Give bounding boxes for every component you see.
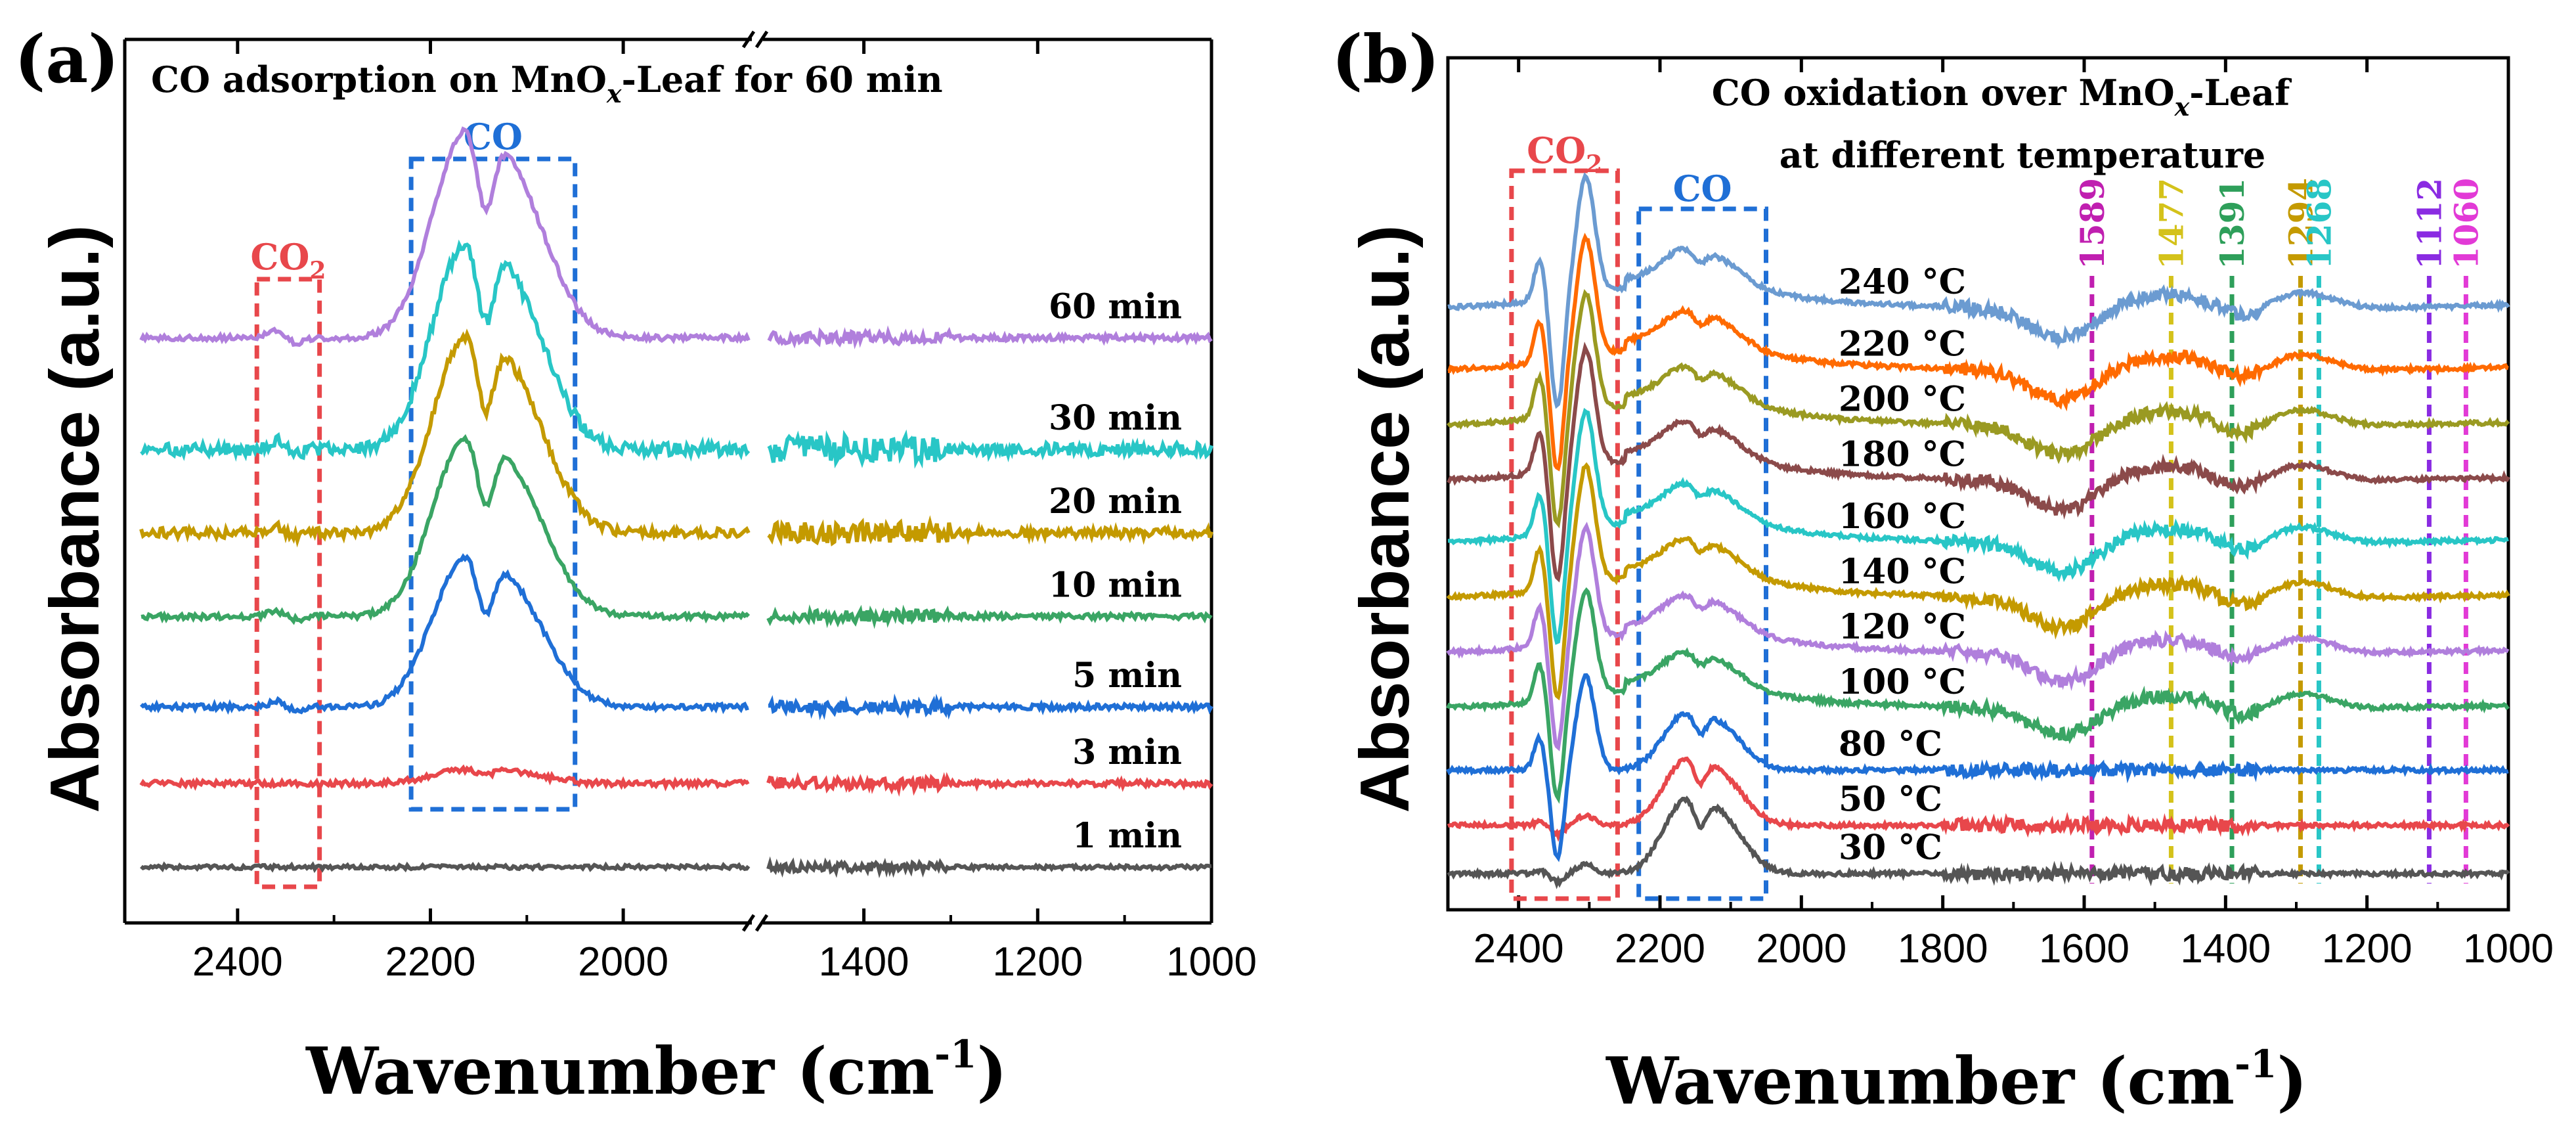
panel-b-series-160-c [1447,407,2509,645]
panel-a-series-3-min [139,764,1213,797]
panel-a-label-60-min: 60 min [1049,286,1182,326]
panel-b-tag: (b) [1332,20,1440,98]
panel-b-title-line1: CO oxidation over MnOx-Leaf [1712,72,2292,122]
panel-a-box-label: CO2 [250,236,326,284]
panel-b-label-140-c: 140 °C [1839,552,1966,592]
panel-a-series-5-min [139,553,1213,721]
panel-b-label-30-c: 30 °C [1839,828,1942,868]
panel-a-label-5-min: 5 min [1072,656,1182,696]
panel-b-marker-label-1589: 1589 [2073,178,2112,269]
panel-b-xtick-label: 2400 [1474,926,1564,972]
panel-a-frame [123,30,1213,932]
panel-b-box-co [1636,206,1768,901]
panel-b: (b) Absorbance (a.u.) CO oxidation over … [1332,20,2554,1119]
panel-a-label-1-min: 1 min [1072,816,1182,856]
panel-b-marker-label-1060: 1060 [2447,178,2485,269]
panel-b-label-180-c: 180 °C [1839,435,1966,475]
panel-b-label-220-c: 220 °C [1839,324,1966,365]
panel-a-xtick-label: 2200 [385,939,476,985]
panel-b-xtick-label: 2000 [1756,926,1846,972]
panel-b-box-label: CO [1673,168,1732,210]
panel-a-series-30-min [140,239,1213,469]
panel-a-series-labels: 1 min 3 min 5 min 10 min 20 min 30 min 60 min [1049,286,1182,856]
panel-b-series-140-c [1446,462,2510,701]
panel-b-series [1446,172,2510,889]
panel-a-label-30-min: 30 min [1049,398,1182,438]
panel-b-label-80-c: 80 °C [1839,725,1942,765]
panel-b-label-120-c: 120 °C [1839,607,1966,647]
panel-b-marker-label-1112: 1112 [2410,178,2449,269]
panel-a-box-co2 [254,277,322,889]
panel-a-series [139,126,1213,878]
panel-b-series-200-c [1447,289,2510,529]
panel-a-label-3-min: 3 min [1072,732,1182,772]
panel-b-series-30-c [1447,795,2510,889]
panel-b-label-200-c: 200 °C [1839,380,1966,420]
panel-b-xtick-label: 1200 [2322,926,2412,972]
panel-b-xtick-label: 1800 [1898,926,1988,972]
panel-a-xtick-label: 1400 [819,939,909,985]
panel-a-xticks: 2400 2200 2000 1400 1200 1000 [192,39,1257,985]
panel-b-marker-label-1268: 1268 [2300,178,2338,269]
panel-a-series-10-min [141,434,1213,629]
panel-b-series-240-c [1447,172,2510,409]
panel-a-xtick-label: 1000 [1166,939,1257,985]
panel-b-title-line2: at different temperature [1779,134,2266,176]
panel-b-label-240-c: 240 °C [1839,262,1966,302]
panel-a-title: CO adsorption on MnOx-Leaf for 60 min [151,58,943,108]
panel-b-xtick-label: 2200 [1615,926,1705,972]
panel-a-series-60-min [139,126,1213,349]
panel-b-xlabel: Wavenumber (cm-1) [1605,1042,2307,1119]
panel-a-ylabel: Absorbance (a.u.) [36,225,114,813]
panel-b-xticks: 2400 2200 2000 1800 1600 1400 1200 1000 [1474,58,2554,972]
panel-b-boxes: CO2 CO [1509,129,1768,901]
panel-b-label-100-c: 100 °C [1839,662,1966,702]
panel-b-series-180-c [1447,342,2510,583]
panel-b-frame [1446,56,2510,912]
panel-b-marker-label-1391: 1391 [2213,178,2252,269]
panel-b-marker-label-1294: 1294 [2281,178,2320,269]
panel-b-marker-label-1477: 1477 [2152,178,2191,269]
panel-b-label-160-c: 160 °C [1839,497,1966,537]
panel-a-series-20-min [139,328,1213,548]
panel-a-tag: (a) [14,20,119,98]
panel-b-xtick-label: 1000 [2463,926,2554,972]
panel-a-xtick-label: 2000 [578,939,668,985]
panel-b-xtick-label: 1400 [2180,926,2271,972]
panel-a-xtick-label: 1200 [992,939,1083,985]
panel-a-xtick-label: 2400 [192,939,283,985]
panel-a-xlabel: Wavenumber (cm-1) [305,1032,1007,1109]
panel-b-series-labels: 30 °C 50 °C 80 °C 100 °C 120 °C 140 °C 160 °C 1… [1839,262,1966,868]
panel-b-box-label: CO2 [1527,129,1602,178]
panel-b-series-50-c [1447,756,2510,842]
panel-b-label-50-c: 50 °C [1839,780,1942,820]
panel-b-series-220-c [1447,233,2509,472]
panel-b-series-120-c [1446,522,2510,751]
panel-b-box-co2 [1509,168,1620,901]
panel-b-ylabel: Absorbance (a.u.) [1346,225,1424,813]
panel-a-label-10-min: 10 min [1049,565,1182,605]
panel-a: (a) Absorbance (a.u.) CO adsorption on M… [14,20,1257,1109]
panel-b-xtick-label: 1600 [2039,926,2129,972]
panel-b-series-80-c [1446,673,2509,862]
panel-b-series-100-c [1446,587,2510,804]
panel-a-series-1-min [140,856,1212,878]
panel-a-label-20-min: 20 min [1049,481,1182,522]
